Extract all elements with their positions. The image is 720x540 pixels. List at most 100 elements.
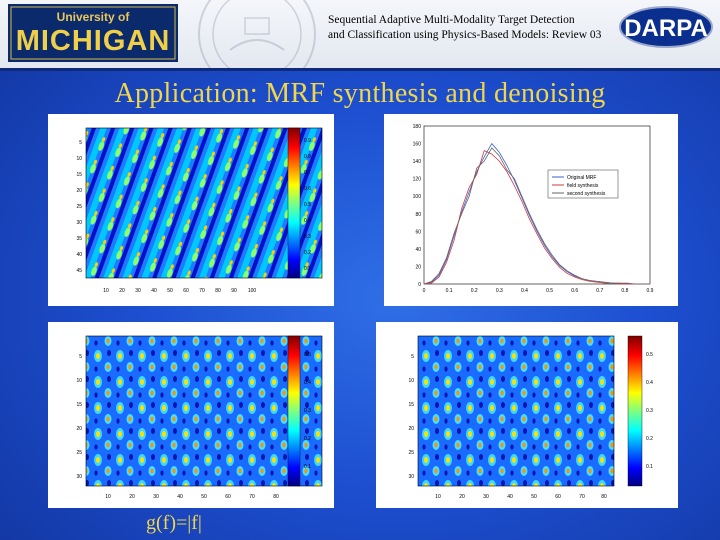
x-tick-labels: 10 20 30 40 50 60 70 80 (105, 494, 279, 500)
colorbar-tick-label: 0.1 (304, 266, 311, 272)
colorbar-tick-label: 0.4 (304, 218, 311, 224)
heatmap-image (86, 336, 322, 486)
darpa-logo: DARPA (619, 6, 713, 48)
colorbar-tick-label: 0.8 (304, 154, 311, 160)
colorbar-tick-labels: 0.5 0.4 0.3 0.2 0.1 (646, 352, 653, 470)
y-tick-label: 30 (408, 474, 414, 480)
x-tick-label: 30 (135, 288, 141, 294)
header-bar: University of MICHIGAN Sequential Adapti… (0, 0, 720, 71)
y-tick-label: 30 (76, 220, 82, 226)
y-tick-label: 100 (413, 194, 422, 200)
y-tick-label: 5 (411, 354, 414, 360)
x-tick-label: 60 (225, 494, 231, 500)
colorbar-tick-labels: 0.5 0.4 0.3 0.2 0.1 (304, 352, 311, 470)
x-tick-label: 0.6 (571, 288, 578, 294)
colorbar-tick-label: 0.3 (304, 408, 311, 414)
colorbar-tick-label: 0.5 (304, 352, 311, 358)
legend-entry: Original MRF (567, 175, 596, 181)
y-tick-labels: 5 10 15 20 25 30 (408, 354, 414, 480)
y-tick-label: 0 (418, 282, 421, 288)
darpa-logo-text: DARPA (624, 15, 708, 42)
histogram-figure: 0 0.1 0.2 0.3 0.4 0.5 0.6 0.7 0.8 0.9 0 20 40 60 80 10… (384, 114, 678, 306)
denoised-field-a-figure: 10 20 30 40 50 60 70 80 5 10 15 20 25 30… (48, 322, 334, 508)
y-tick-label: 5 (79, 354, 82, 360)
y-tick-label: 10 (76, 156, 82, 162)
y-tick-label: 160 (413, 142, 422, 148)
y-tick-label: 30 (76, 474, 82, 480)
x-tick-label: 70 (579, 494, 585, 500)
presentation-title-line-2: and Classification using Physics-Based M… (328, 29, 602, 41)
university-seal-watermark (198, 0, 316, 68)
colorbar-tick-labels: 0.9 0.8 0.7 0.6 0.5 0.4 0.3 0.2 0.1 (304, 138, 311, 272)
x-tick-label: 50 (201, 494, 207, 500)
x-tick-label: 70 (249, 494, 255, 500)
x-tick-label: 20 (129, 494, 135, 500)
presentation-title-line-1: Sequential Adaptive Multi-Modality Targe… (328, 14, 575, 26)
x-tick-label: 40 (177, 494, 183, 500)
colorbar-tick-label: 0.1 (304, 464, 311, 470)
x-tick-label: 20 (119, 288, 125, 294)
y-tick-label: 10 (408, 378, 414, 384)
legend: Original MRF field synthesis second synt… (547, 169, 619, 199)
colorbar-tick-label: 0.2 (646, 436, 653, 442)
y-tick-label: 180 (413, 124, 422, 130)
legend-entry: field synthesis (567, 183, 599, 189)
y-tick-label: 45 (76, 268, 82, 274)
y-tick-label: 20 (408, 426, 414, 432)
y-tick-label: 20 (76, 426, 82, 432)
colorbar-tick-label: 0.9 (304, 138, 311, 144)
y-tick-label: 25 (76, 450, 82, 456)
x-tick-label: 0.4 (521, 288, 528, 294)
denoised-field-b-figure: 10 20 30 40 50 60 70 80 5 10 15 20 25 30… (376, 322, 678, 508)
y-tick-labels: 5 10 15 20 25 30 (76, 354, 82, 480)
y-tick-label: 25 (408, 450, 414, 456)
university-of-michigan-logo: University of MICHIGAN (8, 4, 178, 62)
y-tick-label: 15 (76, 402, 82, 408)
x-tick-label: 50 (167, 288, 173, 294)
x-tick-labels: 10 20 30 40 50 60 70 80 (435, 494, 607, 500)
y-tick-label: 40 (76, 252, 82, 258)
colorbar-tick-label: 0.4 (304, 380, 311, 386)
y-tick-label: 35 (76, 236, 82, 242)
y-tick-label: 120 (413, 177, 422, 183)
y-tick-label: 5 (79, 140, 82, 146)
presentation-title: Sequential Adaptive Multi-Modality Targe… (328, 13, 618, 43)
x-tick-label: 0.2 (471, 288, 478, 294)
x-tick-label: 0.8 (621, 288, 628, 294)
legend-entry: second synthesis (567, 191, 606, 197)
x-tick-label: 70 (199, 288, 205, 294)
colorbar-tick-label: 0.3 (646, 408, 653, 414)
y-tick-label: 10 (76, 378, 82, 384)
x-tick-label: 90 (231, 288, 237, 294)
logo-big-text: MICHIGAN (16, 25, 171, 57)
colorbar (627, 335, 643, 487)
x-tick-label: 30 (483, 494, 489, 500)
colorbar (287, 335, 301, 487)
colorbar-tick-label: 0.2 (304, 250, 311, 256)
colorbar-tick-label: 0.3 (304, 234, 311, 240)
x-tick-label: 80 (215, 288, 221, 294)
colorbar-tick-label: 0.7 (304, 170, 311, 176)
slide-caption: g(f)=|f| (146, 512, 202, 534)
colorbar-tick-label: 0.4 (646, 380, 653, 386)
x-tick-label: 40 (507, 494, 513, 500)
y-tick-label: 80 (415, 212, 421, 218)
colorbar-tick-label: 0.2 (304, 436, 311, 442)
x-tick-label: 0 (423, 288, 426, 294)
x-tick-labels: 10 20 30 40 50 60 70 80 90 100 (103, 288, 256, 294)
y-tick-label: 20 (76, 188, 82, 194)
plot-area (423, 125, 651, 285)
slide-title: Application: MRF synthesis and denoising (114, 78, 606, 109)
y-tick-label: 15 (76, 172, 82, 178)
y-tick-labels: 5 10 15 20 25 30 35 40 45 (76, 140, 82, 274)
x-tick-label: 100 (248, 288, 257, 294)
x-tick-label: 10 (103, 288, 109, 294)
x-tick-label: 50 (531, 494, 537, 500)
x-tick-label: 60 (555, 494, 561, 500)
colorbar (287, 127, 301, 279)
y-tick-label: 40 (415, 247, 421, 253)
x-tick-label: 40 (151, 288, 157, 294)
heatmap-image (418, 336, 614, 486)
x-tick-label: 0.3 (496, 288, 503, 294)
x-tick-label: 80 (601, 494, 607, 500)
